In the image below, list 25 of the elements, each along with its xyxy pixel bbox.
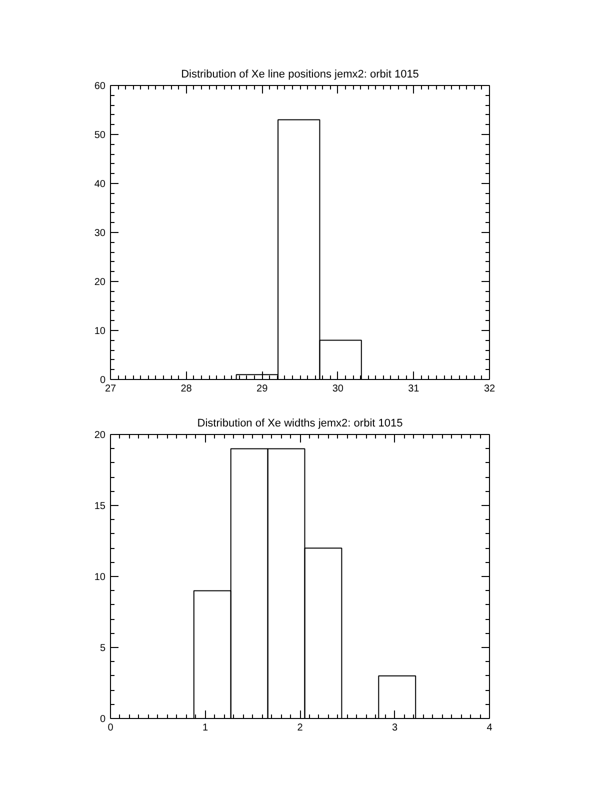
y-tick-label: 5	[100, 643, 106, 654]
y-tick-label: 10	[94, 572, 106, 583]
x-tick-label: 29	[256, 384, 268, 394]
y-tick-label: 60	[94, 81, 106, 92]
y-tick-label: 20	[94, 430, 106, 441]
chart-title: Distribution of Xe line positions jemx2: orbit 1015	[181, 68, 419, 80]
y-tick-label: 30	[94, 228, 106, 239]
x-tick-label: 0	[108, 722, 114, 734]
y-tick-label: 50	[94, 130, 106, 141]
x-tick-label: 27	[104, 384, 116, 394]
x-tick-label: 32	[484, 384, 496, 394]
y-tick-label: 20	[94, 277, 106, 288]
x-tick-label: 31	[408, 384, 420, 394]
y-tick-label: 0	[100, 714, 106, 725]
x-tick-label: 2	[297, 722, 304, 734]
x-tick-label: 30	[332, 384, 344, 394]
chart-title: Distribution of Xe widths jemx2: orbit 1015	[197, 418, 403, 430]
y-tick-label: 40	[94, 179, 106, 190]
x-tick-label: 3	[392, 722, 398, 734]
y-tick-label: 0	[100, 375, 106, 386]
x-tick-label: 1	[202, 722, 208, 734]
x-tick-label: 4	[486, 722, 493, 734]
y-tick-label: 10	[94, 326, 106, 337]
x-tick-label: 28	[180, 384, 192, 394]
y-tick-label: 15	[94, 501, 106, 512]
